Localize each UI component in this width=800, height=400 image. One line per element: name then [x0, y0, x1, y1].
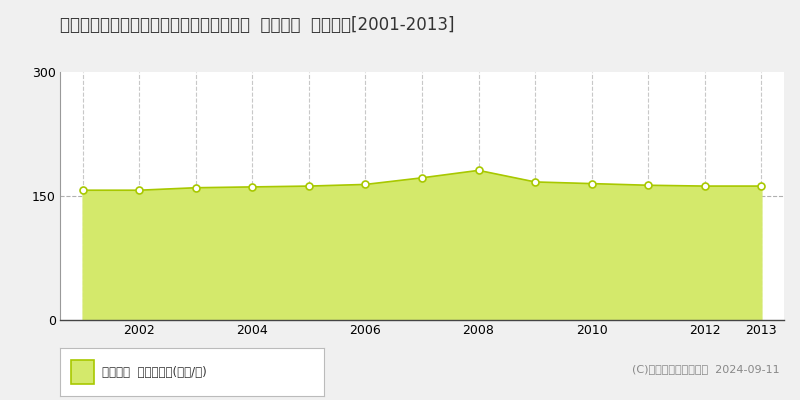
- Text: (C)土地価格ドットコム  2024-09-11: (C)土地価格ドットコム 2024-09-11: [632, 364, 780, 374]
- Text: 東京都大田区田園調布２丁目２４番２６外  地価公示  地価推移[2001-2013]: 東京都大田区田園調布２丁目２４番２６外 地価公示 地価推移[2001-2013]: [60, 16, 454, 34]
- FancyBboxPatch shape: [70, 360, 94, 384]
- Text: 地価公示  平均崪単価(万円/崪): 地価公示 平均崪単価(万円/崪): [102, 366, 207, 378]
